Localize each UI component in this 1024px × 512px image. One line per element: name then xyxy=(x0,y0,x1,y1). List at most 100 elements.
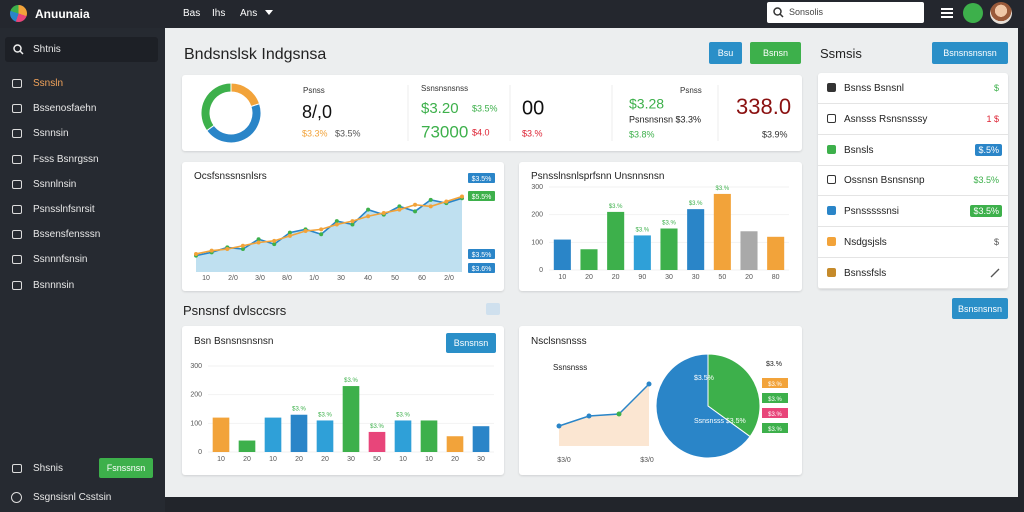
menu-item[interactable]: Ihs xyxy=(212,8,226,19)
kpi-text: $3.% xyxy=(522,128,543,138)
sidebar-item[interactable]: Bssensfensssn xyxy=(33,229,101,241)
bar xyxy=(740,231,758,270)
bar xyxy=(553,239,571,270)
search-icon xyxy=(773,7,784,18)
bar-chart-card: Psnsslnsnlsprfsnn Unsnnsnsn 0 100 200 300 10 2… xyxy=(519,162,802,291)
sidebar-item[interactable]: Fsss Bsnrgssn xyxy=(33,153,99,165)
annotation: $3.% xyxy=(292,407,306,413)
bar xyxy=(368,431,386,452)
line xyxy=(195,195,463,255)
icon xyxy=(11,492,22,503)
sidebar-item[interactable]: Bsnnnsin xyxy=(33,279,75,291)
y-tick-label: 0 xyxy=(198,449,202,456)
sidebar-item[interactable]: Psnsslnfsnrsit xyxy=(33,204,95,215)
x-tick-label: 2/0 xyxy=(444,275,454,282)
y-tick-label: 200 xyxy=(190,392,202,399)
icon xyxy=(12,205,22,214)
list-row[interactable]: Bsnsls $.5% xyxy=(818,135,1008,166)
annotation: $3.% xyxy=(662,221,676,227)
list-row[interactable]: Bsnssfsls xyxy=(818,258,1008,289)
x-tick-label: 10 xyxy=(558,274,566,281)
kpi-graphic: Psnss 8/,0 $3.3% $3.5% Ssnsnsnsnss $3.20 $3.5%… xyxy=(200,82,791,144)
sidebar-button[interactable]: Fsnssnsn xyxy=(99,458,153,478)
search-icon xyxy=(13,44,24,55)
menu-icon[interactable] xyxy=(941,7,953,19)
x-tick-label: 90 xyxy=(638,274,646,281)
icon xyxy=(12,129,22,139)
menu-item[interactable]: Bas xyxy=(183,8,201,19)
sidebar-item[interactable]: Ssnnsin xyxy=(33,128,69,140)
row-value: $ xyxy=(993,83,999,93)
kpi-card: Psnss 8/,0 $3.3% $3.5% Ssnsnsnsnss $3.20 $3.5%… xyxy=(182,75,802,151)
row-value: $.5% xyxy=(975,143,1002,156)
slice xyxy=(655,353,751,459)
list-row[interactable]: Bsnss Bsnsnl $ xyxy=(818,73,1008,104)
x-tick-label: 8/0 xyxy=(282,275,292,282)
x-tick-label: 10 xyxy=(425,456,433,463)
row-value: $3.5% xyxy=(973,175,999,186)
menu-item[interactable]: Ans xyxy=(240,8,258,19)
bar xyxy=(660,228,678,270)
button[interactable]: Bsnsnsnsnsn xyxy=(932,42,1008,64)
y-tick-label: 0 xyxy=(539,267,543,274)
edit-icon[interactable] xyxy=(990,268,1000,278)
annotation: $3.% xyxy=(396,412,410,418)
button[interactable]: Bsnsn xyxy=(750,42,801,64)
sidebar-item[interactable]: Shsnis xyxy=(33,463,64,474)
avatar[interactable] xyxy=(990,2,1012,24)
search-box[interactable]: Sonsolis xyxy=(767,2,924,23)
sidebar-item[interactable]: Ssnsln xyxy=(33,78,64,89)
point xyxy=(319,227,324,232)
button[interactable]: Bsnsnsn xyxy=(446,333,496,353)
sidebar-item[interactable]: Ssnnlnsin xyxy=(33,178,77,190)
sidebar-item[interactable]: Bssenosfaehn xyxy=(33,103,97,115)
icon xyxy=(12,230,22,240)
kpi-text: $3.8% xyxy=(629,129,655,139)
point xyxy=(381,210,386,215)
legend-swatch xyxy=(762,393,788,403)
list-row[interactable]: Ossnsn Bsnsnsnp $3.5% xyxy=(818,165,1008,197)
sidebar-item[interactable]: Ssnnnfsnsin xyxy=(33,254,88,266)
annotation: $3.% xyxy=(344,378,358,384)
point xyxy=(319,232,324,237)
list-row[interactable]: Nsdgsjsls $ xyxy=(818,227,1008,258)
sidebar-link[interactable]: Ssgnsisnl Csstsin xyxy=(33,492,112,503)
chart-title: Ocsfsnssnsnlsrs xyxy=(194,171,267,182)
icon[interactable] xyxy=(486,303,500,315)
badge-label: $3.5% xyxy=(472,252,492,259)
point xyxy=(194,251,198,256)
status-icon[interactable] xyxy=(963,3,983,23)
y-tick-label: 200 xyxy=(531,212,543,219)
x-tick-label: 10 xyxy=(269,456,277,463)
badge xyxy=(468,249,495,259)
list-row[interactable]: Asnsss Rsnsnsssy 1 $ xyxy=(818,104,1008,135)
button[interactable]: Bsu xyxy=(709,42,742,64)
point xyxy=(413,209,418,214)
row-icon xyxy=(827,83,836,92)
badge xyxy=(468,173,495,183)
badge xyxy=(468,191,495,201)
point xyxy=(397,204,402,209)
sidebar: Shtnis Ssnsln Bssenosfaehn Ssnnsin Fsss Bsn… xyxy=(0,28,165,512)
point xyxy=(413,202,418,207)
bar-chart: Bsn Bsnsnsnsnsn 0 100 200 300 10 20 10 20 20 30 50 1… xyxy=(190,336,494,463)
list-row[interactable]: Psnsssssnsi $3.5% xyxy=(818,196,1008,228)
kpi-text: 8/,0 xyxy=(302,102,332,122)
icon xyxy=(12,104,22,114)
slice xyxy=(200,82,232,132)
sidebar-search[interactable]: Shtnis xyxy=(5,37,158,62)
point xyxy=(586,413,592,419)
x-tick-label: 50 xyxy=(391,275,399,282)
line xyxy=(558,383,650,427)
point xyxy=(616,411,622,417)
legend-swatch xyxy=(762,378,788,388)
panel-list: Bsnss Bsnsnl $ Asnsss Rsnsnsssy 1 $ Bsnsls $.… xyxy=(818,73,1008,289)
row-label: Psnsssssnsi xyxy=(844,206,900,218)
bar xyxy=(212,417,230,452)
annotation: $3.% xyxy=(318,412,332,418)
row-icon xyxy=(827,113,836,123)
panel-title: Ssmsis xyxy=(820,46,862,61)
button[interactable]: Bsnsnsnsn xyxy=(952,298,1008,319)
point xyxy=(646,381,652,387)
